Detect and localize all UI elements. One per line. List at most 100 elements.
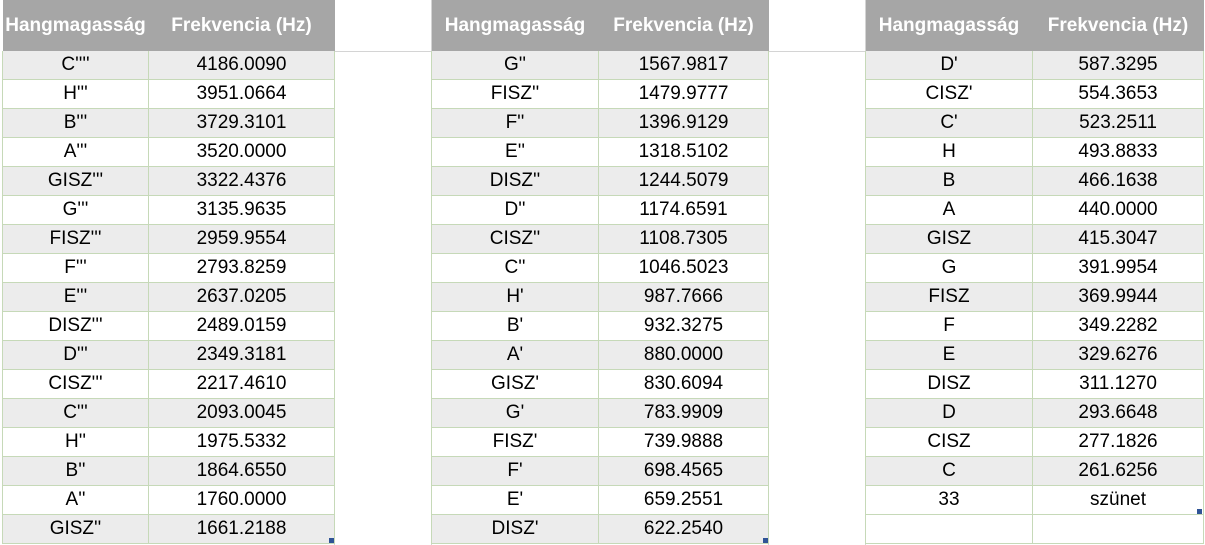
empty-cell[interactable]	[865, 514, 1033, 544]
pitch-cell[interactable]: H''	[2, 427, 149, 457]
frequency-cell[interactable]: 2349.3181	[148, 340, 335, 370]
pitch-cell[interactable]: FISZ''	[431, 79, 599, 109]
frequency-cell[interactable]: 1396.9129	[598, 108, 769, 138]
frequency-cell[interactable]: 329.6276	[1032, 340, 1204, 370]
table-resize-handle[interactable]	[763, 538, 768, 543]
frequency-cell[interactable]: 622.2540	[598, 514, 769, 544]
frequency-cell[interactable]: 277.1826	[1032, 427, 1204, 457]
pitch-cell[interactable]: H'''	[2, 79, 149, 109]
pitch-cell[interactable]: D'''	[2, 340, 149, 370]
frequency-cell[interactable]: 1567.9817	[598, 51, 769, 80]
pitch-cell[interactable]: CISZ'	[865, 79, 1033, 109]
pitch-cell[interactable]: FISZ'''	[2, 224, 149, 254]
pitch-cell[interactable]: B'''	[2, 108, 149, 138]
pitch-cell[interactable]: GISZ'	[431, 369, 599, 399]
pitch-cell[interactable]: G'	[431, 398, 599, 428]
pitch-cell[interactable]: CISZ''	[431, 224, 599, 254]
frequency-cell[interactable]: 1244.5079	[598, 166, 769, 196]
pitch-cell[interactable]: DISZ''	[431, 166, 599, 196]
frequency-cell[interactable]: 3322.4376	[148, 166, 335, 196]
frequency-cell[interactable]: 1174.6591	[598, 195, 769, 225]
pitch-cell[interactable]: GISZ''	[2, 514, 149, 544]
frequency-cell[interactable]: 369.9944	[1032, 282, 1204, 312]
pitch-cell[interactable]: F'	[431, 456, 599, 486]
frequency-cell[interactable]: 2489.0159	[148, 311, 335, 341]
frequency-cell[interactable]: 739.9888	[598, 427, 769, 457]
pitch-cell[interactable]: A''	[2, 485, 149, 515]
pitch-cell[interactable]: GISZ'''	[2, 166, 149, 196]
frequency-cell[interactable]: 1479.9777	[598, 79, 769, 109]
frequency-cell[interactable]: 1108.7305	[598, 224, 769, 254]
pitch-cell[interactable]: B'	[431, 311, 599, 341]
table-resize-handle[interactable]	[329, 538, 334, 543]
pitch-cell[interactable]: C'''	[2, 398, 149, 428]
pitch-cell[interactable]: C''''	[2, 51, 149, 80]
pitch-cell[interactable]: CISZ	[865, 427, 1033, 457]
pitch-cell[interactable]: F'''	[2, 253, 149, 283]
frequency-cell[interactable]: 1661.2188	[148, 514, 335, 544]
frequency-cell[interactable]: 587.3295	[1032, 51, 1204, 80]
frequency-cell[interactable]: 4186.0090	[148, 51, 335, 80]
frequency-cell[interactable]: 293.6648	[1032, 398, 1204, 428]
pitch-cell[interactable]: G	[865, 253, 1033, 283]
pitch-cell[interactable]: H	[865, 137, 1033, 167]
frequency-cell[interactable]: szünet	[1032, 485, 1204, 515]
pitch-cell[interactable]: FISZ'	[431, 427, 599, 457]
pitch-cell[interactable]: A'	[431, 340, 599, 370]
frequency-cell[interactable]: 3520.0000	[148, 137, 335, 167]
pitch-cell[interactable]: D''	[431, 195, 599, 225]
pitch-cell[interactable]: E	[865, 340, 1033, 370]
pitch-cell[interactable]: DISZ'''	[2, 311, 149, 341]
pitch-cell[interactable]: D'	[865, 51, 1033, 80]
frequency-header[interactable]: Frekvencia (Hz)	[598, 0, 769, 51]
pitch-cell[interactable]: B''	[2, 456, 149, 486]
empty-cell[interactable]	[1032, 514, 1204, 544]
frequency-cell[interactable]: 698.4565	[598, 456, 769, 486]
pitch-cell[interactable]: DISZ	[865, 369, 1033, 399]
frequency-cell[interactable]: 783.9909	[598, 398, 769, 428]
frequency-cell[interactable]: 554.3653	[1032, 79, 1204, 109]
frequency-cell[interactable]: 2217.4610	[148, 369, 335, 399]
frequency-cell[interactable]: 3729.3101	[148, 108, 335, 138]
frequency-cell[interactable]: 1760.0000	[148, 485, 335, 515]
frequency-cell[interactable]: 659.2551	[598, 485, 769, 515]
pitch-cell[interactable]: DISZ'	[431, 514, 599, 544]
pitch-cell[interactable]: E'''	[2, 282, 149, 312]
pitch-cell[interactable]: G'''	[2, 195, 149, 225]
pitch-cell[interactable]: A	[865, 195, 1033, 225]
frequency-cell[interactable]: 880.0000	[598, 340, 769, 370]
frequency-cell[interactable]: 466.1638	[1032, 166, 1204, 196]
frequency-cell[interactable]: 2959.9554	[148, 224, 335, 254]
frequency-cell[interactable]: 349.2282	[1032, 311, 1204, 341]
frequency-cell[interactable]: 3951.0664	[148, 79, 335, 109]
table-resize-handle[interactable]	[1197, 509, 1202, 514]
frequency-cell[interactable]: 2637.0205	[148, 282, 335, 312]
pitch-cell[interactable]: C	[865, 456, 1033, 486]
frequency-header[interactable]: Frekvencia (Hz)	[1032, 0, 1204, 51]
pitch-cell[interactable]: CISZ'''	[2, 369, 149, 399]
pitch-cell[interactable]: C''	[431, 253, 599, 283]
frequency-cell[interactable]: 415.3047	[1032, 224, 1204, 254]
frequency-cell[interactable]: 3135.9635	[148, 195, 335, 225]
frequency-cell[interactable]: 830.6094	[598, 369, 769, 399]
frequency-cell[interactable]: 1046.5023	[598, 253, 769, 283]
frequency-cell[interactable]: 311.1270	[1032, 369, 1204, 399]
pitch-cell[interactable]: F''	[431, 108, 599, 138]
frequency-cell[interactable]: 2093.0045	[148, 398, 335, 428]
pitch-cell[interactable]: B	[865, 166, 1033, 196]
pitch-cell[interactable]: A'''	[2, 137, 149, 167]
pitch-cell[interactable]: F	[865, 311, 1033, 341]
frequency-cell[interactable]: 1864.6550	[148, 456, 335, 486]
pitch-cell[interactable]: GISZ	[865, 224, 1033, 254]
pitch-cell[interactable]: E'	[431, 485, 599, 515]
frequency-cell[interactable]: 1975.5332	[148, 427, 335, 457]
frequency-cell[interactable]: 987.7666	[598, 282, 769, 312]
pitch-cell[interactable]: 33	[865, 485, 1033, 515]
frequency-cell[interactable]: 523.2511	[1032, 108, 1204, 138]
pitch-header[interactable]: Hangmagasság	[865, 0, 1033, 51]
pitch-cell[interactable]: G''	[431, 51, 599, 80]
pitch-cell[interactable]: E''	[431, 137, 599, 167]
frequency-cell[interactable]: 932.3275	[598, 311, 769, 341]
pitch-cell[interactable]: D	[865, 398, 1033, 428]
frequency-cell[interactable]: 493.8833	[1032, 137, 1204, 167]
